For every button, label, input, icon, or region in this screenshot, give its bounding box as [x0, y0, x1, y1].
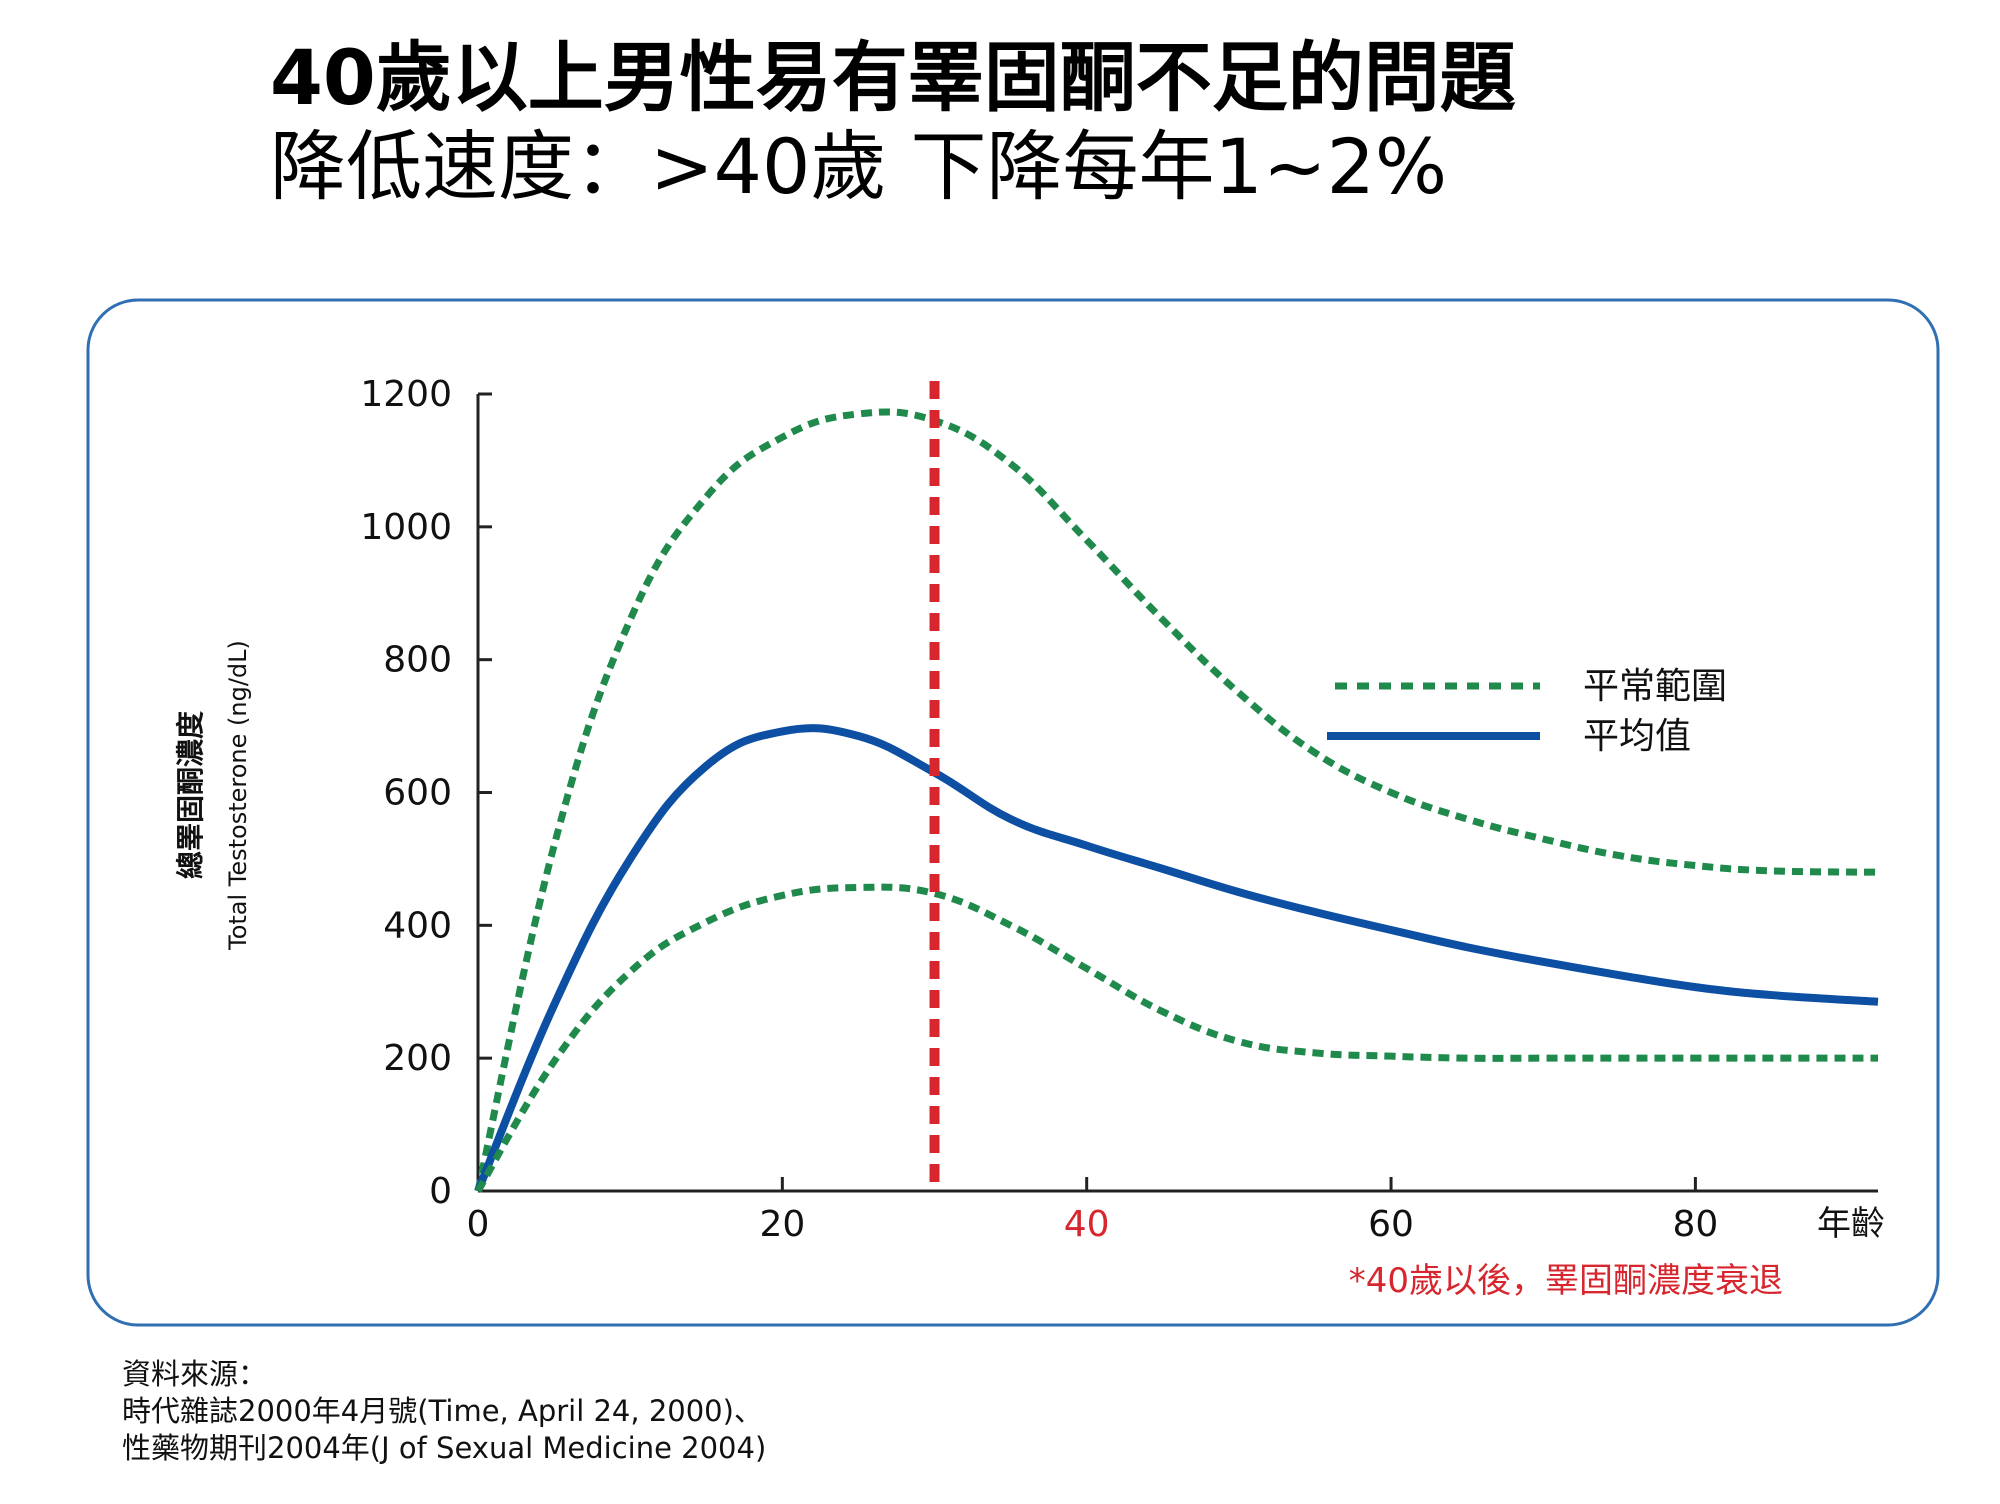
page-subtitle: 降低速度：>40歲 下降每年1~2% [270, 122, 1448, 211]
source-line-1: 時代雜誌2000年4月號(Time, April 24, 2000)、 [122, 1394, 763, 1428]
legend-label-normal-range: 平常範圍 [1583, 666, 1727, 707]
x-axis-label: 年齡 [1817, 1204, 1885, 1244]
x-ticks-group: 0 20 40 60 80 [467, 1177, 1718, 1245]
series-group [474, 408, 1879, 1193]
series-normal-range-upper [474, 408, 1879, 1192]
y-tick-label: 800 [383, 640, 452, 681]
source-heading: 資料來源： [122, 1357, 268, 1391]
x-tick-label: 20 [759, 1204, 805, 1245]
y-tick-label: 1200 [360, 374, 452, 415]
y-tick-label: 1000 [360, 507, 452, 548]
y-tick-label: 600 [383, 773, 452, 814]
marker-note: *40歲以後，睪固酮濃度衰退 [1349, 1261, 1783, 1301]
y-tick-label: 400 [383, 905, 452, 946]
source-line-2: 性藥物期刊2004年(J of Sexual Medicine 2004) [122, 1431, 767, 1465]
page-title: 40歲以上男性易有睪固酮不足的問題 [270, 33, 1516, 122]
legend-label-average: 平均值 [1583, 716, 1691, 757]
x-tick-label: 80 [1672, 1204, 1718, 1245]
x-tick-label: 40 [1064, 1204, 1110, 1245]
y-axis-label-zh: 總睪固酮濃度 [174, 711, 207, 879]
x-tick-label: 60 [1368, 1204, 1414, 1245]
series-average [474, 724, 1879, 1193]
y-axis-label-en: Total Testosterone (ng/dL) [224, 640, 252, 951]
series-normal-range-lower [474, 883, 1878, 1193]
y-tick-label: 0 [429, 1171, 452, 1212]
y-ticks-group: 0 200 400 600 800 1000 1200 [360, 374, 492, 1212]
chart-panel [86, 298, 1940, 1327]
y-tick-label: 200 [383, 1038, 452, 1079]
title-block: 40歲以上男性易有睪固酮不足的問題 降低速度：>40歲 下降每年1~2% [270, 32, 1770, 210]
source-block: 資料來源： 時代雜誌2000年4月號(Time, April 24, 2000)… [122, 1356, 1422, 1467]
x-tick-label: 0 [467, 1204, 490, 1245]
chart-legend: 平常範圍 平均值 [1327, 666, 1727, 757]
